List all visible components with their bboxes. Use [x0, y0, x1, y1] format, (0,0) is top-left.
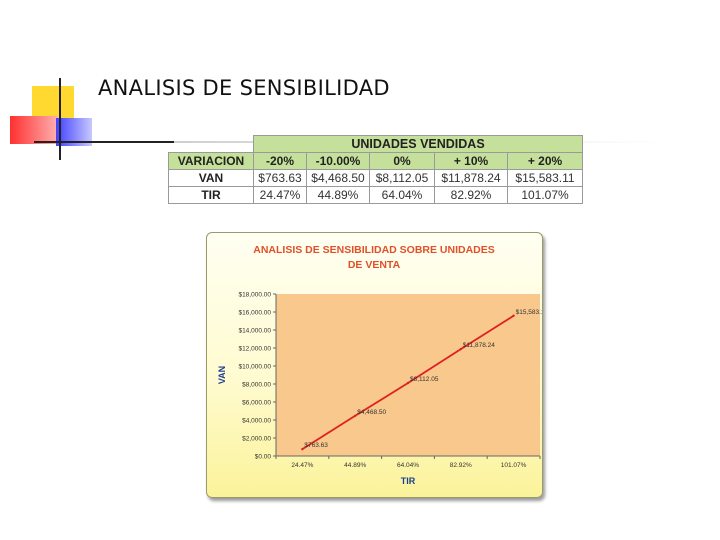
table-header-row: VARIACION -20% -10.00% 0% + 10% + 20% [168, 152, 583, 170]
x-tick-label: 44.89% [344, 462, 366, 469]
y-tick-label: $14,000.00 [238, 328, 271, 335]
sensitivity-table: UNIDADES VENDIDAS VARIACION -20% -10.00%… [168, 135, 583, 204]
table-cell: 64.04% [369, 186, 435, 204]
x-axis-label: TIR [401, 476, 416, 486]
table-header-cell: -10.00% [306, 152, 370, 170]
table-cell: $11,878.24 [434, 169, 508, 187]
table-cell: 44.89% [306, 186, 370, 204]
plot-area [276, 294, 540, 456]
y-tick-label: $8,000.00 [242, 382, 271, 389]
y-tick-label: $4,000.00 [242, 418, 271, 425]
x-tick-label: 64.04% [397, 462, 419, 469]
x-tick-label: 101.07% [501, 462, 527, 469]
title-ornament-red-bar [10, 116, 58, 144]
data-point [406, 381, 410, 385]
table-cell: 82.92% [434, 186, 508, 204]
y-tick-label: $0.00 [255, 454, 272, 461]
data-point [512, 314, 515, 317]
table-group-header: UNIDADES VENDIDAS [253, 135, 583, 153]
table-group-header-row: UNIDADES VENDIDAS [169, 135, 583, 153]
table-header-cell: 0% [369, 152, 435, 170]
y-tick-label: $2,000.00 [242, 436, 271, 443]
table-cell: $15,583.11 [507, 169, 583, 187]
data-point [354, 414, 357, 417]
data-point [459, 347, 462, 351]
title-ornament-vertical-line [59, 78, 61, 160]
series-line-group: $763.63 $4,468.50 $8,112.05 $11,878.24 $15,5… [301, 309, 542, 451]
data-point [301, 447, 304, 451]
table-row: TIR 24.47% 44.89% 64.04% 82.92% 101.07% [168, 186, 583, 204]
slide-title: ANALISIS DE SENSIBILIDAD [98, 76, 390, 100]
data-label: $4,468.50 [357, 409, 386, 416]
sensitivity-chart: ANALISIS DE SENSIBILIDAD SOBRE UNIDADES … [217, 244, 542, 486]
table-cell: $763.63 [253, 169, 307, 187]
row-label: TIR [168, 186, 254, 204]
table-header-cell: -20% [253, 152, 307, 170]
x-tick-label: 82.92% [450, 462, 472, 469]
table-cell: 101.07% [507, 186, 583, 204]
title-ornament-horizontal-line [34, 141, 174, 143]
chart-title-line-1: ANALISIS DE SENSIBILIDAD SOBRE UNIDADES [253, 244, 495, 256]
y-tick-label: $16,000.00 [238, 310, 271, 317]
y-tick-label: $6,000.00 [242, 400, 271, 407]
table-empty-corner [169, 136, 254, 153]
y-axis: $0.00 $2,000.00 $4,000.00 $6,000.00 $8,000.0… [238, 292, 277, 461]
table-cell: $4,468.50 [306, 169, 370, 187]
data-label: $8,112.05 [410, 376, 439, 383]
chart-card: ANALISIS DE SENSIBILIDAD SOBRE UNIDADES … [206, 232, 543, 498]
data-label: $11,878.24 [463, 342, 495, 349]
x-tick-label: 24.47% [291, 462, 313, 469]
table-header-cell: VARIACION [168, 152, 254, 170]
data-label: $763.63 [304, 442, 328, 449]
x-axis: 24.47% 44.89% 64.04% 82.92% 101.07% [275, 455, 541, 469]
table-cell: $8,112.05 [369, 169, 435, 187]
table-row: VAN $763.63 $4,468.50 $8,112.05 $11,878.… [168, 169, 583, 187]
row-label: VAN [168, 169, 254, 187]
chart-title-line-2: DE VENTA [348, 259, 401, 271]
data-label: $15,583.11 [516, 309, 542, 316]
y-tick-label: $18,000.00 [238, 292, 271, 299]
y-tick-label: $12,000.00 [238, 346, 271, 353]
y-tick-label: $10,000.00 [238, 364, 271, 371]
table-header-cell: + 20% [507, 152, 583, 170]
table-header-cell: + 10% [434, 152, 508, 170]
table-cell: 24.47% [253, 186, 307, 204]
y-axis-label: VAN [217, 366, 227, 384]
